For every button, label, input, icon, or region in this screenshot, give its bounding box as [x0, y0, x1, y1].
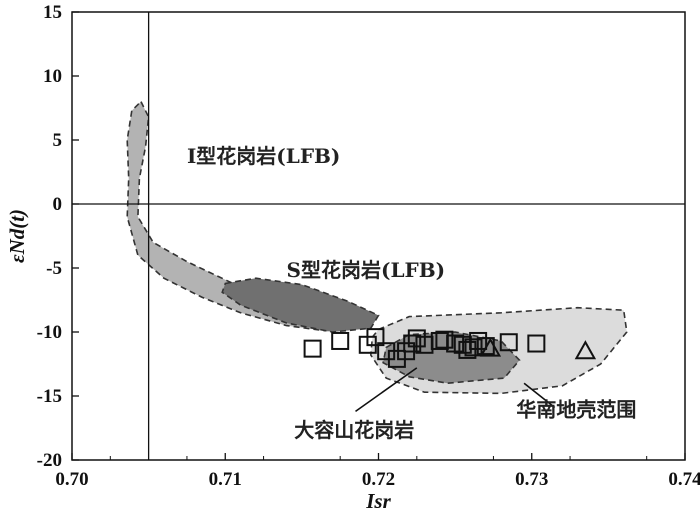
y-axis-title: εNd(t): [5, 209, 29, 263]
x-tick-label-1: 0.71: [209, 469, 242, 490]
region-label-0: I型花岗岩(LFB): [187, 144, 340, 168]
x-tick-label-2: 0.72: [362, 469, 395, 490]
x-tick-label-3: 0.73: [515, 469, 548, 490]
square-point-18: [499, 333, 518, 352]
points-layer: [303, 328, 597, 368]
y-tick-label-1: 10: [43, 66, 62, 87]
region-label-2: 大容山花岗岩: [294, 418, 414, 442]
square-point-0: [303, 339, 322, 358]
region-label-3: 华南地壳范围: [516, 397, 636, 421]
y-tick-label-3: 0: [53, 194, 63, 215]
x-tick-label-0: 0.70: [55, 469, 88, 490]
region-1: [221, 277, 380, 333]
square-point-11: [435, 330, 454, 349]
triangle-point-1: [574, 340, 597, 360]
y-tick-label-4: -5: [46, 258, 62, 279]
square-point-7: [403, 334, 422, 353]
x-tick-label-4: 0.74: [668, 469, 700, 490]
x-axis-title: Isr: [365, 489, 391, 513]
region-label-1: S型花岗岩(LFB): [287, 258, 446, 282]
square-point-15: [464, 338, 483, 357]
y-tick-label-5: -10: [37, 322, 62, 343]
square-point-1: [331, 331, 350, 350]
plot-frame: [71, 11, 686, 461]
y-tick-label-7: -20: [37, 450, 62, 471]
y-tick-label-0: 15: [43, 2, 62, 23]
triangle-point-0: [479, 337, 502, 357]
region-labels: I型花岗岩(LFB) S型花岗岩(LFB) 大容山花岗岩 华南地壳范围: [187, 144, 636, 442]
square-point-19: [527, 334, 546, 353]
axis-ticks: 0.70 0.71 0.72 0.73 0.74 15 10 5 0 -5 -10 -15 -20: [37, 2, 700, 490]
reference-lines: [72, 12, 685, 460]
leader-lines: [355, 367, 556, 413]
leader-line-0: [355, 367, 418, 413]
y-tick-label-2: 5: [53, 130, 63, 151]
square-point-3: [366, 328, 385, 347]
leader-line-1: [523, 382, 556, 409]
y-tick-label-6: -15: [37, 386, 62, 407]
